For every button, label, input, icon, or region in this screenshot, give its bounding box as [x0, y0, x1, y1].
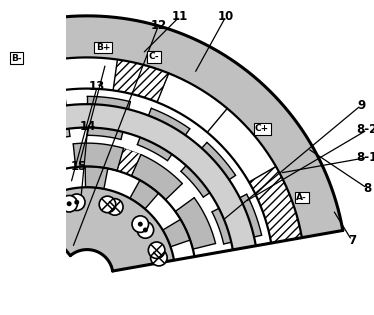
- Polygon shape: [85, 166, 108, 189]
- Polygon shape: [113, 60, 169, 102]
- Polygon shape: [0, 16, 343, 238]
- Circle shape: [61, 196, 77, 212]
- Polygon shape: [137, 137, 172, 161]
- Polygon shape: [23, 98, 66, 116]
- Polygon shape: [0, 145, 21, 168]
- Polygon shape: [31, 172, 58, 200]
- Polygon shape: [212, 208, 231, 244]
- Circle shape: [107, 199, 123, 215]
- Polygon shape: [9, 147, 61, 187]
- Circle shape: [99, 196, 116, 213]
- Polygon shape: [148, 108, 190, 135]
- Circle shape: [148, 242, 165, 259]
- Polygon shape: [34, 129, 70, 145]
- Polygon shape: [17, 166, 194, 260]
- Polygon shape: [0, 117, 7, 144]
- Circle shape: [143, 227, 148, 232]
- Polygon shape: [157, 73, 227, 132]
- Polygon shape: [0, 128, 233, 253]
- Text: A-: A-: [297, 193, 307, 202]
- Text: 14: 14: [80, 120, 96, 133]
- Text: C-: C-: [148, 53, 159, 61]
- Polygon shape: [87, 96, 131, 109]
- Polygon shape: [207, 108, 276, 182]
- Polygon shape: [49, 57, 117, 91]
- Polygon shape: [249, 166, 302, 243]
- Circle shape: [67, 201, 72, 206]
- Polygon shape: [130, 180, 159, 209]
- Polygon shape: [175, 198, 215, 249]
- Polygon shape: [240, 194, 262, 237]
- Polygon shape: [30, 187, 174, 271]
- Polygon shape: [181, 166, 210, 197]
- Polygon shape: [73, 143, 123, 171]
- Polygon shape: [117, 148, 141, 176]
- Text: 9: 9: [357, 99, 365, 112]
- Text: 12: 12: [150, 19, 166, 32]
- Polygon shape: [131, 155, 183, 200]
- Polygon shape: [0, 61, 55, 107]
- Circle shape: [138, 222, 143, 226]
- Circle shape: [137, 222, 154, 238]
- Text: 8: 8: [363, 182, 371, 195]
- Text: C+: C+: [255, 124, 269, 133]
- Circle shape: [132, 216, 148, 232]
- Polygon shape: [202, 142, 236, 180]
- Text: 11: 11: [172, 10, 188, 23]
- Text: B-: B-: [11, 54, 22, 63]
- Text: 13: 13: [89, 80, 105, 94]
- Text: 8-2: 8-2: [356, 123, 374, 136]
- Circle shape: [74, 200, 79, 205]
- Text: 15: 15: [70, 160, 87, 173]
- Polygon shape: [87, 128, 123, 140]
- Text: 8-1: 8-1: [356, 151, 374, 164]
- Text: B+: B+: [96, 43, 110, 52]
- Text: 7: 7: [348, 234, 356, 247]
- Text: 10: 10: [218, 10, 234, 23]
- Polygon shape: [0, 79, 5, 132]
- Polygon shape: [0, 104, 256, 250]
- Polygon shape: [163, 219, 190, 247]
- Circle shape: [68, 194, 85, 210]
- Circle shape: [151, 249, 167, 266]
- Polygon shape: [0, 89, 271, 246]
